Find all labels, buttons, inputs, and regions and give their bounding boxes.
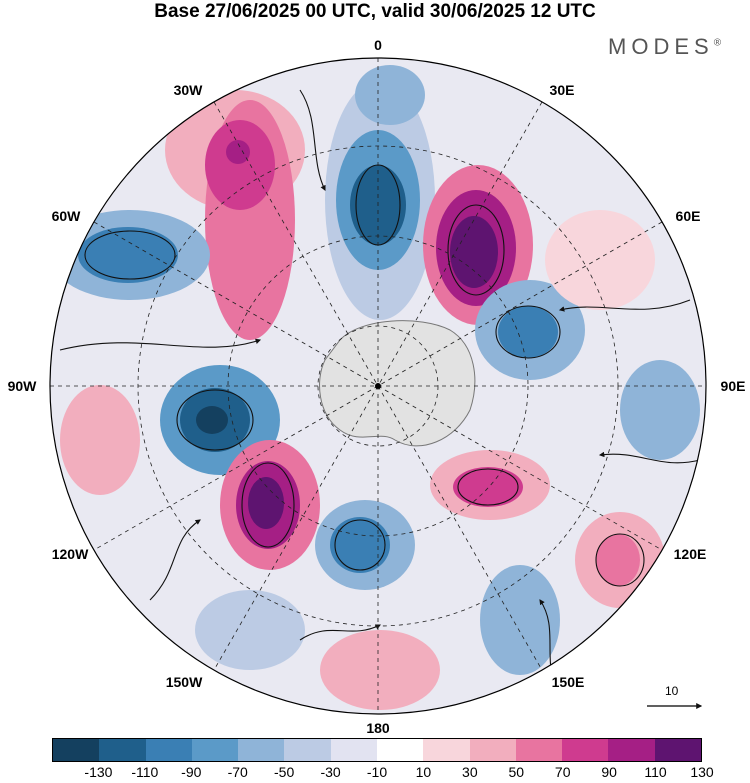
map-title: Base 27/06/2025 00 UTC, valid 30/06/2025… <box>154 1 596 22</box>
colorbar-swatch-6 <box>330 739 377 761</box>
south-pole-marker <box>375 383 381 389</box>
colorbar-swatch-11 <box>562 739 609 761</box>
polar-map <box>49 57 707 715</box>
lon-label-120w: 120W <box>51 546 89 562</box>
colorbar-ticks: -130 -110 -90 -70 -50 -30 -10 10 30 50 70 90 110 130 <box>0 764 750 782</box>
reference-vector: 10 <box>645 684 705 714</box>
brand-logo: MODES® <box>608 34 721 60</box>
lon-label-30e: 30E <box>549 82 575 98</box>
colorbar-swatch-3 <box>191 739 239 761</box>
colorbar-tick-label: 70 <box>554 764 571 780</box>
colorbar-swatch-8 <box>423 739 470 761</box>
colorbar-tick-label: 30 <box>462 764 478 780</box>
colorbar-tick-label: 130 <box>690 764 714 780</box>
colorbar-swatch-5 <box>284 739 331 761</box>
colorbar-swatch-2 <box>145 739 192 761</box>
colorbar-tick-label: 10 <box>415 764 432 780</box>
brand-registered-mark: ® <box>713 37 722 49</box>
anomaly-field <box>50 65 700 710</box>
colorbar-swatch-13 <box>654 739 701 761</box>
colorbar <box>52 738 702 762</box>
colorbar-swatch-1 <box>99 739 146 761</box>
lon-label-60w: 60W <box>51 208 81 224</box>
lon-label-30w: 30W <box>173 82 203 98</box>
colorbar-tick-label: -30 <box>320 764 341 780</box>
colorbar-tick-label: 110 <box>644 764 667 780</box>
lon-label-0: 0 <box>374 37 382 53</box>
colorbar-swatch-4 <box>238 739 285 761</box>
colorbar-tick-label: -130 <box>84 764 113 780</box>
graticule <box>50 58 706 714</box>
colorbar-tick-label: -110 <box>131 764 159 780</box>
lon-label-150e: 150E <box>551 674 585 690</box>
colorbar-swatch-12 <box>608 739 655 761</box>
colorbar-tick-label: -10 <box>366 764 388 780</box>
lon-label-90w: 90W <box>7 378 37 394</box>
colorbar-swatch-7 <box>376 739 424 761</box>
map-border <box>49 57 707 715</box>
lon-label-120e: 120E <box>673 546 707 562</box>
colorbar-swatch-10 <box>515 739 563 761</box>
lon-label-60e: 60E <box>675 208 701 224</box>
colorbar-tick-label: 90 <box>601 764 617 780</box>
colorbar-tick-label: -90 <box>181 764 202 780</box>
lon-label-150w: 150W <box>165 674 203 690</box>
colorbar-swatch-9 <box>469 739 516 761</box>
colorbar-tick-label: -70 <box>227 764 248 780</box>
lon-label-90e: 90E <box>720 378 746 394</box>
colorbar-tick-label: 50 <box>508 764 525 780</box>
lon-label-180: 180 <box>366 720 390 736</box>
colorbar-swatch-0 <box>53 739 100 761</box>
reference-vector-label: 10 <box>665 684 679 698</box>
antarctica-landmass <box>319 320 476 447</box>
colorbar-tick-label: -50 <box>274 764 295 780</box>
brand-name: MODES <box>608 34 714 59</box>
